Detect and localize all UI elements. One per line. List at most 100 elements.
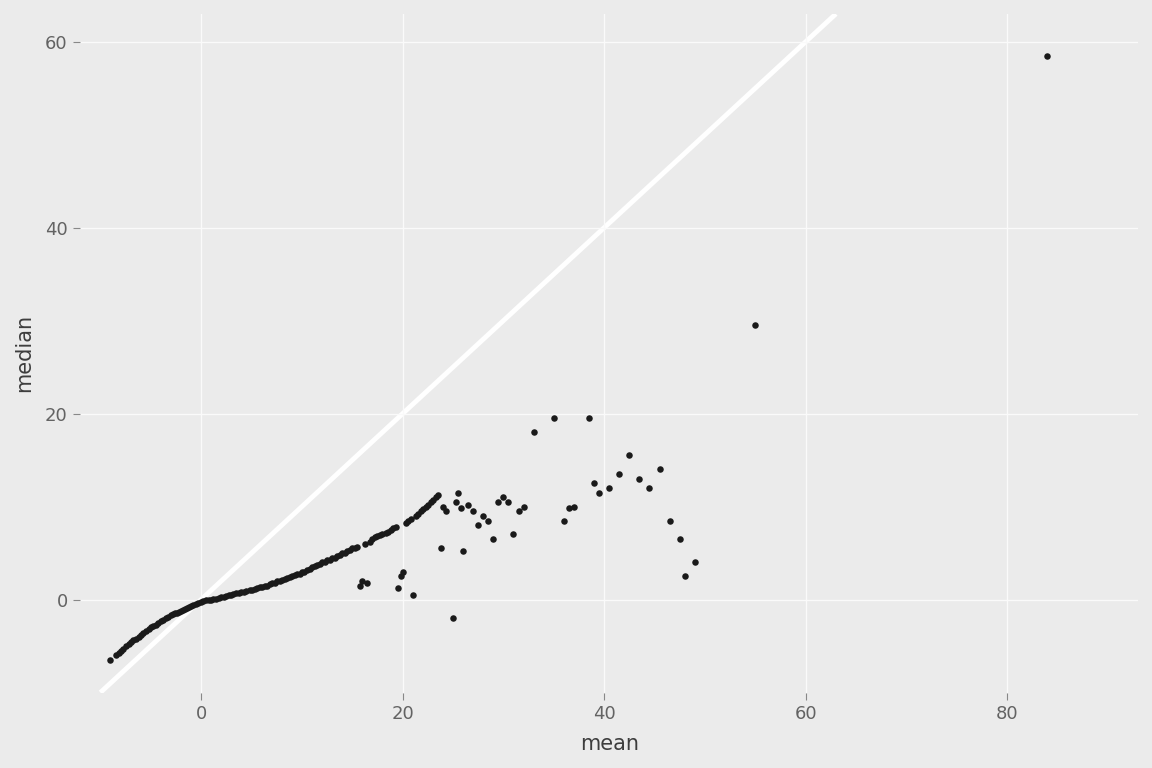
Point: [432, 542, 450, 554]
Point: [494, 492, 513, 504]
Point: [146, 618, 165, 631]
Point: [479, 515, 498, 527]
Point: [161, 609, 180, 621]
Point: [120, 638, 138, 650]
Point: [177, 602, 196, 614]
Point: [281, 571, 300, 584]
Point: [363, 533, 381, 545]
Point: [101, 654, 120, 666]
Point: [590, 486, 608, 498]
Point: [293, 565, 311, 578]
Point: [153, 614, 172, 626]
Point: [316, 556, 334, 568]
Point: [564, 501, 583, 513]
Point: [651, 463, 669, 475]
Point: [139, 623, 158, 635]
Point: [444, 612, 462, 624]
Point: [204, 592, 222, 604]
Point: [142, 621, 160, 634]
Point: [499, 496, 517, 508]
Point: [1038, 50, 1056, 62]
Point: [210, 591, 228, 604]
Point: [409, 508, 427, 520]
Point: [660, 515, 679, 527]
Point: [159, 611, 177, 624]
Point: [373, 528, 392, 541]
Point: [371, 529, 389, 541]
Point: [180, 601, 198, 613]
Point: [426, 492, 445, 504]
Point: [123, 634, 142, 647]
Point: [172, 604, 190, 617]
Point: [434, 501, 453, 513]
Point: [454, 545, 472, 558]
Point: [384, 521, 402, 534]
Point: [490, 496, 508, 508]
Point: [313, 556, 332, 568]
Point: [252, 581, 271, 594]
Point: [358, 577, 377, 589]
Point: [134, 627, 152, 639]
Point: [458, 498, 477, 511]
Point: [447, 496, 465, 508]
Point: [524, 426, 543, 439]
Point: [184, 599, 203, 611]
Point: [164, 608, 182, 621]
Point: [402, 512, 420, 525]
Point: [452, 502, 470, 515]
Point: [248, 582, 266, 594]
Point: [746, 319, 765, 332]
Point: [271, 574, 289, 587]
Point: [505, 528, 523, 541]
Point: [187, 598, 205, 611]
Point: [328, 550, 347, 562]
Point: [192, 596, 211, 608]
Point: [149, 617, 167, 629]
Point: [369, 530, 387, 542]
Point: [473, 510, 492, 522]
Point: [166, 607, 184, 620]
Point: [422, 496, 440, 508]
Point: [429, 489, 447, 502]
Point: [377, 527, 395, 539]
Point: [338, 545, 356, 558]
Point: [106, 649, 124, 661]
Point: [394, 565, 412, 578]
Point: [351, 579, 370, 591]
Point: [399, 515, 417, 527]
Point: [127, 632, 145, 644]
Point: [182, 600, 200, 612]
Point: [449, 486, 468, 498]
Point: [318, 554, 336, 567]
Point: [336, 547, 355, 559]
Point: [113, 643, 131, 655]
Point: [326, 551, 344, 564]
Point: [323, 551, 341, 564]
Point: [321, 554, 340, 566]
Point: [174, 604, 192, 616]
Point: [200, 594, 219, 606]
Point: [343, 542, 362, 554]
Point: [207, 592, 226, 604]
Point: [282, 570, 301, 582]
Point: [112, 644, 130, 657]
Point: [381, 524, 400, 536]
Point: [333, 547, 351, 559]
Point: [295, 565, 313, 578]
Point: [554, 515, 573, 527]
Point: [403, 589, 422, 601]
Point: [630, 472, 649, 485]
Point: [241, 584, 259, 597]
Point: [641, 482, 659, 494]
Point: [286, 569, 304, 581]
Point: [346, 542, 364, 554]
Point: [354, 574, 372, 587]
Point: [301, 563, 319, 575]
Point: [257, 579, 275, 591]
Point: [600, 482, 619, 494]
Point: [308, 559, 326, 571]
Point: [418, 498, 437, 511]
Point: [303, 561, 321, 573]
Point: [396, 517, 415, 529]
Point: [194, 595, 212, 607]
